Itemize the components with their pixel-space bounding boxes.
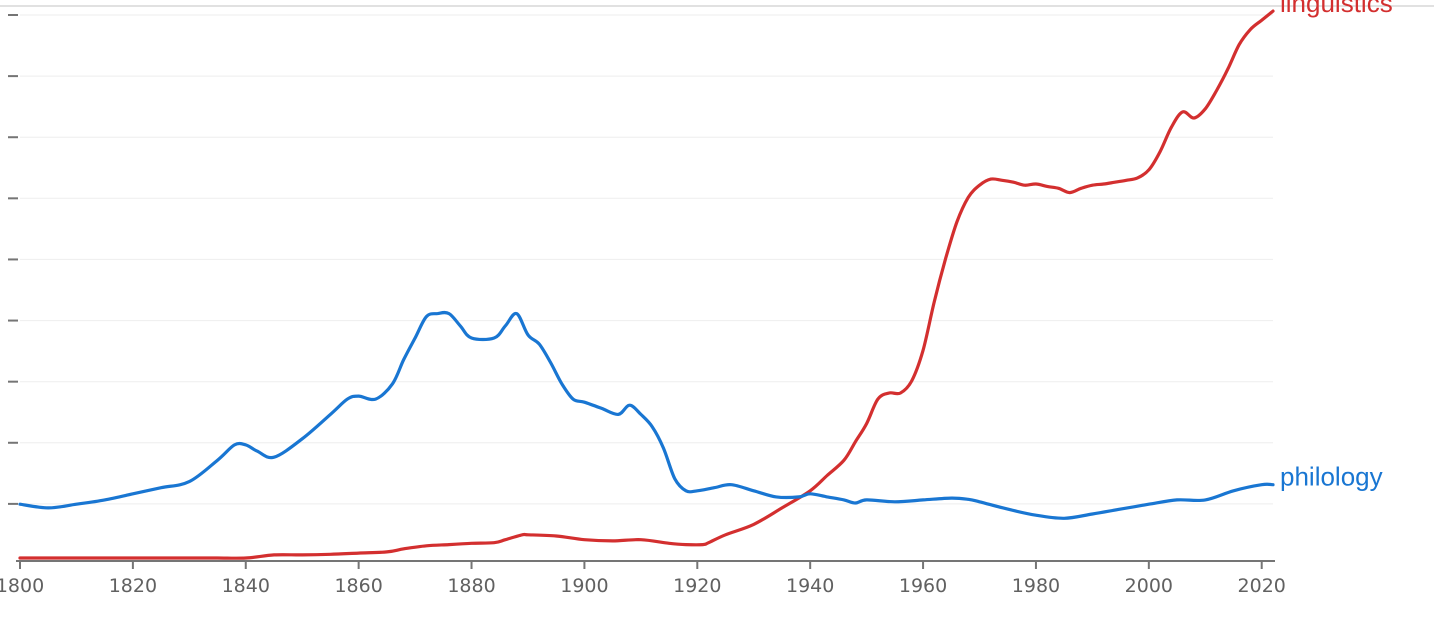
- x-axis: 1800 1820 1840 1860 1880 1900 1920 1940 1960 1980…: [0, 560, 1286, 597]
- series-lines: [18, 9, 1275, 560]
- y-axis-ticks: [8, 14, 18, 505]
- x-tick-label: 1920: [673, 575, 721, 597]
- x-tick-label: 2020: [1238, 575, 1286, 597]
- series-labels: linguistics philology: [1280, 0, 1393, 492]
- x-tick-label: 1960: [899, 575, 947, 597]
- series-line-linguistics[interactable]: [18, 9, 1275, 560]
- x-tick-label: 1840: [222, 575, 270, 597]
- x-tick-label: 1980: [1012, 575, 1060, 597]
- x-tick-label: 1860: [334, 575, 382, 597]
- x-tick-label: 1940: [786, 575, 834, 597]
- x-tick-label: 1800: [0, 575, 44, 597]
- series-label-linguistics: linguistics: [1280, 0, 1393, 18]
- series-line-philology[interactable]: [18, 310, 1275, 520]
- x-tick-label: 1900: [560, 575, 608, 597]
- gridlines: [20, 14, 1273, 505]
- x-tick-label: 1880: [447, 575, 495, 597]
- x-tick-label: 1820: [109, 575, 157, 597]
- series-label-philology: philology: [1280, 462, 1383, 492]
- x-tick-label: 2000: [1125, 575, 1173, 597]
